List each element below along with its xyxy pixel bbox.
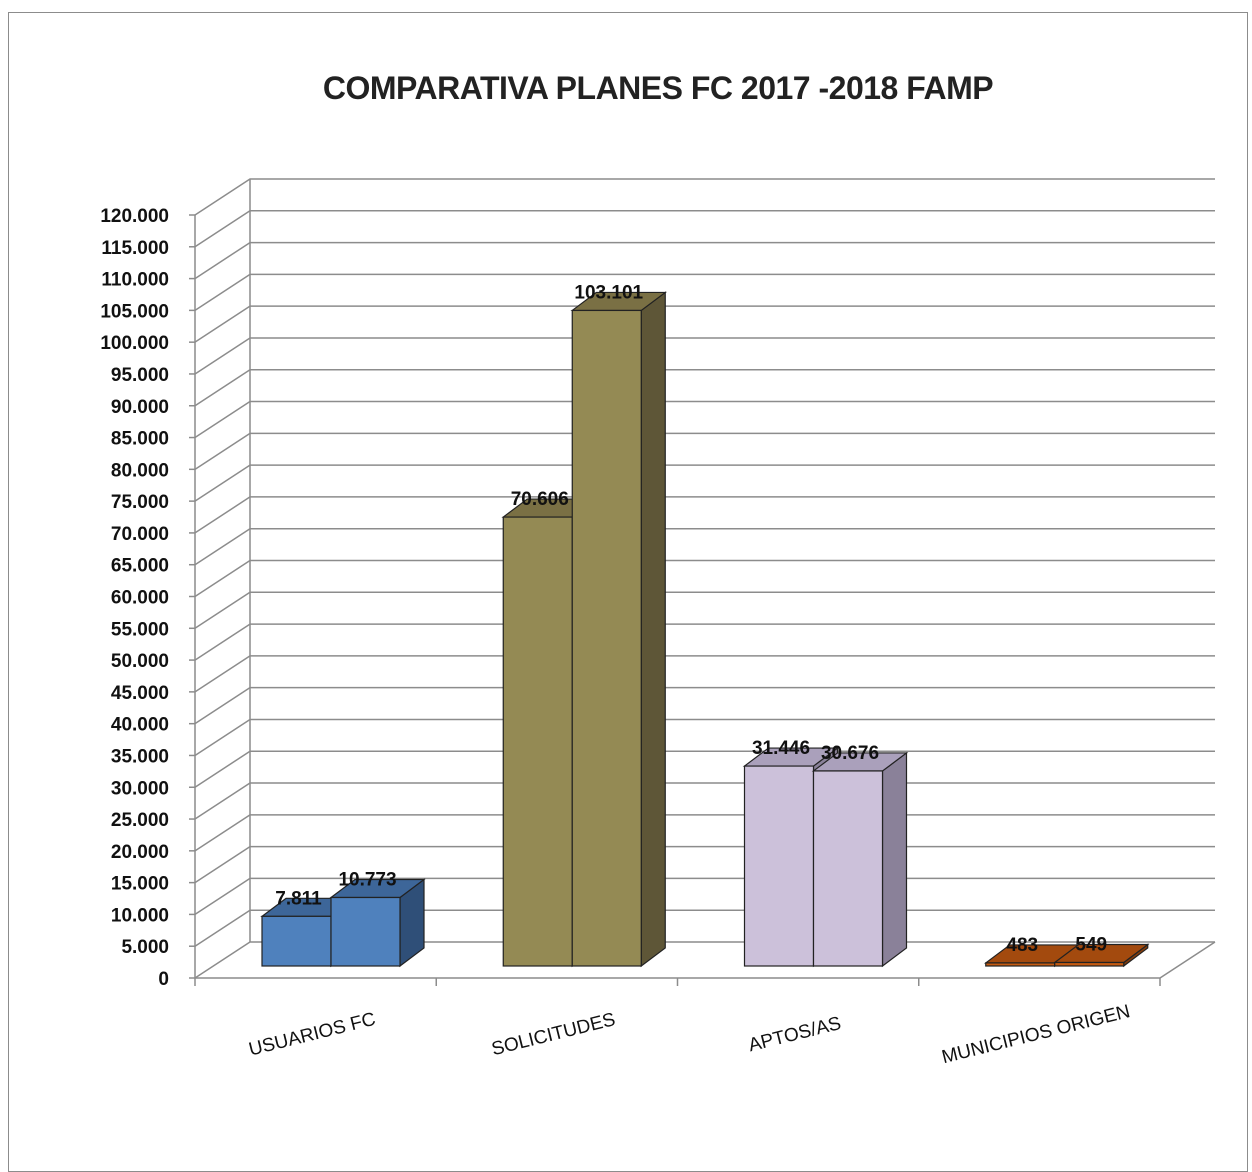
gridline [194,178,1215,216]
grid-layer [189,178,1216,986]
y-tick-label: 50.000 [111,651,169,672]
data-label: 10.773 [338,870,396,891]
y-tick-label: 30.000 [111,778,169,799]
y-tick-label: 115.000 [101,238,169,259]
data-label: 70.606 [511,489,569,510]
gridline [194,273,1215,312]
gridline [194,750,1215,788]
y-tick-label: 80.000 [111,460,169,481]
bar [502,516,573,967]
y-tick-label: 105.000 [100,301,169,322]
y-tick-label: 95.000 [111,365,169,386]
x-tick-label: APTOS/AS [746,1013,843,1056]
bar [571,309,642,967]
y-tick-label: 85.000 [111,429,169,450]
gridline [194,400,1215,439]
y-tick-label: 45.000 [111,683,169,704]
gridline [194,432,1215,470]
y-tick-label: 65.000 [111,556,169,577]
bar-side [640,291,666,968]
data-label: 30.676 [821,743,879,764]
bar [1054,961,1125,967]
gridline [194,655,1215,693]
y-tick-label: 10.000 [111,905,169,926]
y-tick-label: 20.000 [111,842,169,863]
gridline [194,623,1215,661]
x-tick-label: SOLICITUDES [490,1009,618,1060]
bar-side [881,751,908,968]
data-label: 7.811 [275,888,322,909]
x-tick-label: USUARIOS FC [247,1009,378,1061]
gridline [194,782,1215,820]
data-label: 103.101 [574,282,643,303]
gridline [194,337,1215,375]
y-tick-label: 110.000 [101,270,169,291]
gridline [194,559,1215,598]
chart-title: COMPARATIVA PLANES FC 2017 -2018 FAMP [322,70,994,106]
gridline [194,496,1215,534]
y-tick-label: 0 [158,969,169,990]
y-tick-label: 120.000 [100,206,169,227]
bar [261,915,332,967]
bar [812,770,884,967]
x-axis-ticks: USUARIOS FC SOLICITUDES APTOS/AS MUNICIPIOS… [247,1001,1133,1068]
gridline [194,814,1215,852]
data-label: 549 [1075,935,1107,956]
y-tick-label: 40.000 [111,715,169,736]
gridline [194,305,1215,343]
y-tick-label: 90.000 [111,397,169,418]
y-tick-label: 100.000 [100,333,169,354]
gridline [194,591,1215,629]
gridline [194,464,1215,502]
y-tick-label: 25.000 [111,810,169,831]
gridline [194,527,1215,566]
gridline [194,686,1215,725]
y-tick-label: 5.000 [121,937,169,958]
gridline [194,210,1215,248]
y-tick-label: 75.000 [111,492,169,513]
data-labels-layer: 7.811 10.773 70.606 103.101 31.446 30.676 483 5… [275,282,1107,955]
bar [985,962,1056,967]
data-label: 483 [1006,935,1038,956]
gridline [194,369,1215,407]
data-label: 31.446 [752,738,810,759]
y-axis-ticks: 0 5.000 10.000 15.000 20.000 25.000 30.000 35.0… [100,206,169,990]
y-tick-label: 35.000 [111,746,169,767]
bars-layer [260,291,1150,968]
x-tick-label: MUNICIPIOS ORIGEN [940,1001,1133,1068]
y-tick-label: 70.000 [111,524,169,545]
bar [330,896,401,967]
bar [743,765,815,967]
y-tick-label: 55.000 [111,619,169,640]
gridline [194,718,1215,757]
gridline [194,241,1215,280]
y-tick-label: 60.000 [111,588,169,609]
y-tick-label: 15.000 [111,874,169,895]
